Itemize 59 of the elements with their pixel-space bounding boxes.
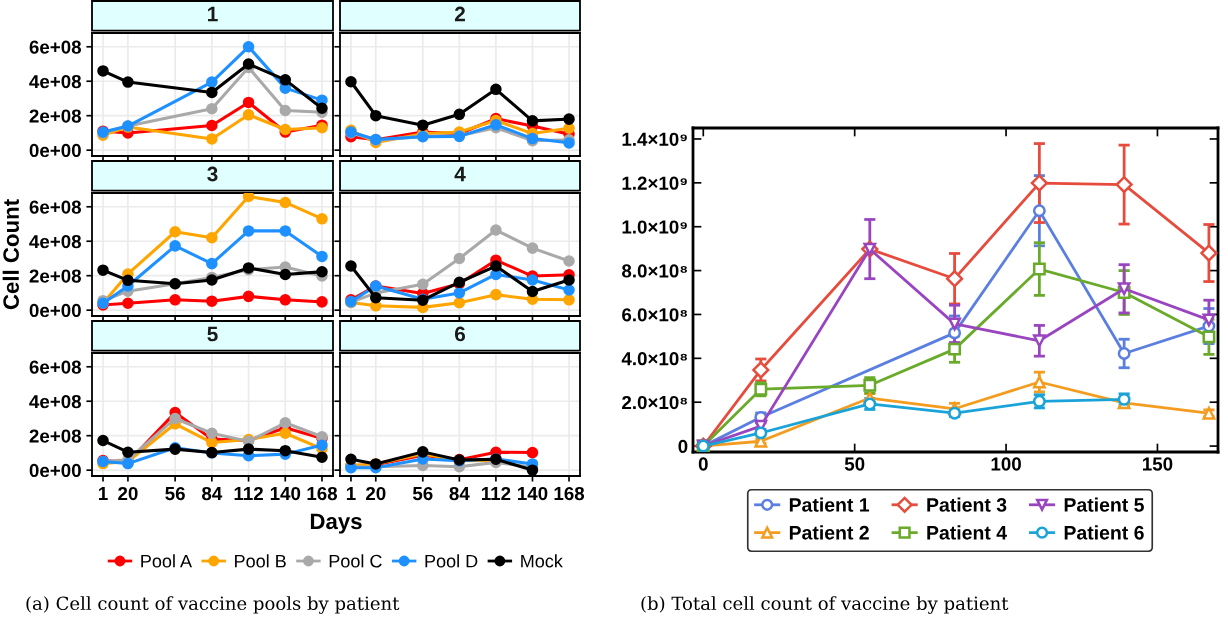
x-tick-label: 84 — [449, 486, 470, 501]
x-tick-label: 140 — [518, 486, 548, 501]
y-tick-label: 1.0×10⁹ — [622, 220, 687, 234]
x-tick-label: 20 — [366, 486, 386, 501]
legend-label: Patient 6 — [1064, 525, 1144, 540]
y-tick-label: 8.0×10⁸ — [622, 264, 688, 278]
y-tick-label: 6e+08 — [29, 360, 82, 374]
x-tick-label: 150 — [1142, 457, 1173, 471]
x-tick-label: 20 — [118, 486, 138, 501]
x-tick-label: 168 — [554, 486, 585, 501]
chart-title: 6 — [454, 326, 466, 342]
y-tick-label: 1.4×10⁹ — [622, 132, 687, 146]
x-tick-label: 1 — [98, 487, 108, 500]
y-tick-label: 0 — [678, 439, 688, 454]
legend-label: Pool B — [235, 554, 286, 568]
y-tick-label: 4e+08 — [29, 74, 82, 89]
x-tick-label: 140 — [270, 486, 301, 501]
legend-label: Patient 5 — [1064, 497, 1144, 512]
chart-title: 1 — [208, 6, 218, 22]
text: (a) Cell count of vaccine pools by patient — [26, 596, 400, 614]
x-tick-label: 84 — [202, 486, 223, 501]
x-axis-title: Days — [310, 513, 362, 534]
y-tick-label: 1.2×10⁹ — [622, 176, 687, 190]
legend-label: Pool C — [329, 554, 382, 568]
y-tick-label: 6e+08 — [29, 200, 82, 214]
legend-label: Pool D — [425, 554, 478, 568]
y-tick-label: 4e+08 — [29, 394, 82, 409]
y-tick-label: 2e+08 — [29, 109, 82, 123]
chart-title: 2 — [454, 6, 465, 22]
x-tick-label: 100 — [991, 457, 1021, 471]
chart-title: 5 — [207, 326, 218, 342]
y-tick-label: 0e+00 — [29, 303, 81, 318]
legend-label: Mock — [521, 554, 563, 568]
text: (b) Total cell count of vaccine by patient — [641, 596, 1009, 614]
y-tick-label: 4.0×10⁸ — [621, 352, 688, 366]
y-tick-label: 0e+00 — [29, 463, 81, 478]
legend-label: Patient 4 — [927, 525, 1007, 540]
x-tick-label: 56 — [165, 486, 185, 501]
y-tick-label: 2e+08 — [29, 429, 82, 443]
legend-label: Patient 2 — [789, 525, 869, 540]
y-axis-title: Cell Count — [2, 199, 19, 310]
x-tick-label: 168 — [307, 486, 338, 501]
chart-title: 3 — [207, 166, 218, 182]
y-tick-label: 6.0×10⁸ — [622, 308, 688, 322]
y-tick-label: 2e+08 — [29, 269, 82, 283]
legend-label: Patient 1 — [789, 497, 870, 512]
x-tick-label: 56 — [412, 486, 433, 501]
y-tick-label: 6e+08 — [29, 40, 82, 54]
x-tick-label: 112 — [481, 486, 511, 500]
x-tick-label: 50 — [844, 457, 865, 471]
legend-label: Pool A — [141, 554, 192, 568]
x-tick-label: 1 — [346, 487, 356, 500]
legend-label: Patient 3 — [927, 497, 1007, 512]
y-tick-label: 2.0×10⁸ — [622, 395, 688, 410]
x-tick-label: 112 — [234, 486, 263, 500]
chart-title: 4 — [454, 166, 466, 182]
y-tick-label: 0e+00 — [29, 143, 81, 158]
y-tick-label: 4e+08 — [29, 234, 82, 249]
x-tick-label: 0 — [698, 457, 708, 471]
